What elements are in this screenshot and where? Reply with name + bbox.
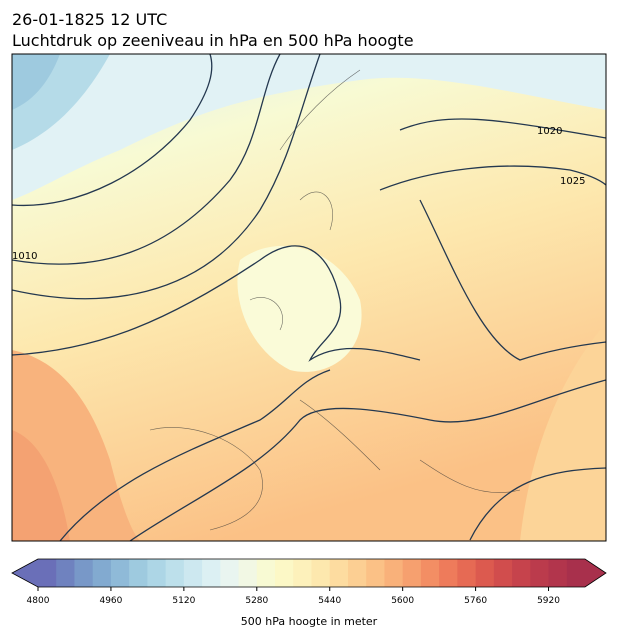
colorbar-segment	[329, 559, 349, 587]
colorbar-segment	[183, 559, 203, 587]
colorbar-tick-label: 4800	[27, 596, 50, 606]
title: 26-01-1825 12 UTC	[12, 10, 167, 29]
height-field	[12, 54, 606, 200]
colorbar-segment	[493, 559, 513, 587]
colorbar-segment	[202, 559, 221, 587]
colorbar-segment	[402, 559, 422, 587]
contour-label: 1020	[537, 126, 562, 137]
contour-label: 1025	[560, 176, 585, 187]
height-field	[237, 245, 362, 372]
colorbar-tick-label: 5600	[391, 596, 414, 606]
colorbar-extend	[12, 559, 38, 587]
colorbar-segment	[475, 559, 495, 587]
colorbar-segment	[220, 559, 240, 587]
colorbar-segment	[38, 559, 57, 587]
colorbar-segment	[165, 559, 185, 587]
colorbar-segment	[56, 559, 75, 587]
colorbar-segment	[74, 559, 94, 587]
colorbar-extend	[585, 559, 606, 587]
colorbar-segment	[566, 559, 586, 587]
colorbar-segment	[420, 559, 440, 587]
colorbar-segment	[366, 559, 385, 587]
colorbar-segment	[110, 559, 130, 587]
colorbar-segment	[256, 559, 276, 587]
map-frame	[11, 53, 607, 542]
colorbar-tick-label: 5120	[172, 596, 195, 606]
colorbar-segment	[439, 559, 458, 587]
colorbar-tick-label: 5440	[318, 596, 341, 606]
height-field	[12, 430, 70, 541]
colorbar-segment	[548, 559, 568, 587]
height-field	[12, 54, 60, 110]
colorbar-segment	[384, 559, 404, 587]
colorbar-tick-label: 5760	[464, 596, 487, 606]
colorbar-label: 500 hPa hoogte in meter	[241, 615, 378, 628]
height-field	[520, 330, 606, 541]
colorbar-segment	[512, 559, 531, 587]
map: 1010 1020 1025	[12, 54, 606, 541]
colorbar-segment	[92, 559, 112, 587]
subtitle: Luchtdruk op zeeniveau in hPa en 500 hPa…	[12, 31, 414, 50]
contour-label: 1010	[12, 251, 37, 262]
colorbar-segment	[147, 559, 167, 587]
colorbar-segment	[238, 559, 258, 587]
colorbar-segment	[129, 559, 148, 587]
colorbar-tick-label: 5280	[245, 596, 268, 606]
colorbar-segment	[311, 559, 331, 587]
colorbar-segment	[457, 559, 477, 587]
colorbar: 4800 4960 5120 5280 5440 5600 5760 5920	[11, 558, 607, 606]
colorbar-segment	[293, 559, 312, 587]
colorbar-segment	[530, 559, 550, 587]
colorbar-outline	[11, 558, 607, 588]
colorbar-segment	[275, 559, 294, 587]
colorbar-tick-label: 4960	[99, 596, 122, 606]
colorbar-segment	[347, 559, 367, 587]
colorbar-tick-label: 5920	[537, 596, 560, 606]
